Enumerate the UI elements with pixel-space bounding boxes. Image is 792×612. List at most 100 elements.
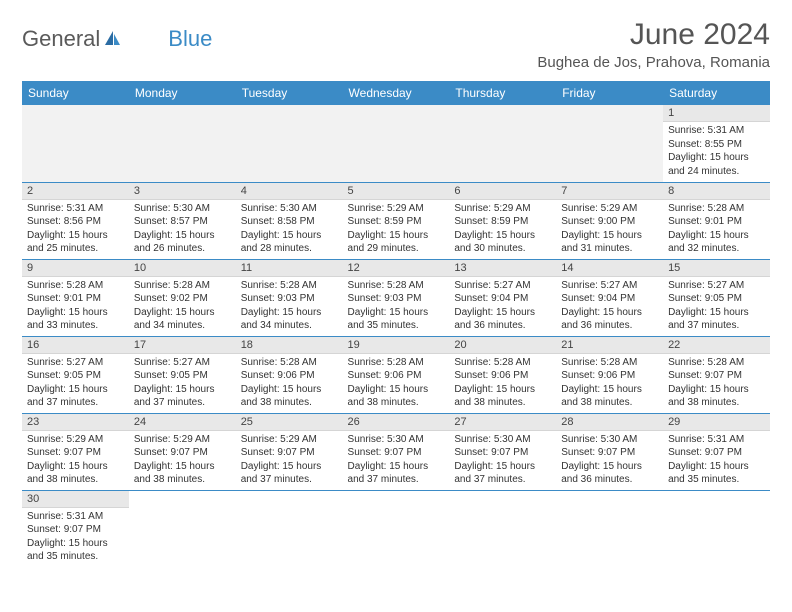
logo-text-1: General (22, 26, 100, 52)
sunset-text: Sunset: 9:07 PM (561, 446, 658, 460)
day-info: Sunrise: 5:30 AMSunset: 9:07 PMDaylight:… (343, 431, 450, 490)
daylight-text-1: Daylight: 15 hours (27, 383, 124, 397)
daylight-text-2: and 37 minutes. (348, 473, 445, 487)
day-info: Sunrise: 5:27 AMSunset: 9:05 PMDaylight:… (129, 354, 236, 413)
daylight-text-1: Daylight: 15 hours (241, 229, 338, 243)
daylight-text-1: Daylight: 15 hours (348, 229, 445, 243)
sunrise-text: Sunrise: 5:31 AM (27, 202, 124, 216)
calendar-day-cell: 14Sunrise: 5:27 AMSunset: 9:04 PMDayligh… (556, 259, 663, 336)
sunset-text: Sunset: 8:59 PM (454, 215, 551, 229)
calendar-day-cell: 1Sunrise: 5:31 AMSunset: 8:55 PMDaylight… (663, 105, 770, 182)
daylight-text-1: Daylight: 15 hours (348, 460, 445, 474)
sunrise-text: Sunrise: 5:27 AM (454, 279, 551, 293)
daylight-text-2: and 36 minutes. (561, 319, 658, 333)
sunset-text: Sunset: 9:07 PM (348, 446, 445, 460)
daylight-text-2: and 35 minutes. (668, 473, 765, 487)
calendar-day-cell: 5Sunrise: 5:29 AMSunset: 8:59 PMDaylight… (343, 182, 450, 259)
calendar-day-cell: 12Sunrise: 5:28 AMSunset: 9:03 PMDayligh… (343, 259, 450, 336)
calendar-week-row: 16Sunrise: 5:27 AMSunset: 9:05 PMDayligh… (22, 336, 770, 413)
day-number: 2 (22, 183, 129, 200)
daylight-text-1: Daylight: 15 hours (241, 306, 338, 320)
day-number: 13 (449, 260, 556, 277)
day-info: Sunrise: 5:31 AMSunset: 8:55 PMDaylight:… (663, 122, 770, 181)
calendar-empty-cell (129, 105, 236, 182)
sunrise-text: Sunrise: 5:29 AM (134, 433, 231, 447)
sunset-text: Sunset: 9:05 PM (27, 369, 124, 383)
calendar-day-cell: 10Sunrise: 5:28 AMSunset: 9:02 PMDayligh… (129, 259, 236, 336)
day-info: Sunrise: 5:29 AMSunset: 8:59 PMDaylight:… (449, 200, 556, 259)
daylight-text-2: and 25 minutes. (27, 242, 124, 256)
calendar-week-row: 23Sunrise: 5:29 AMSunset: 9:07 PMDayligh… (22, 413, 770, 490)
daylight-text-1: Daylight: 15 hours (27, 306, 124, 320)
sunrise-text: Sunrise: 5:28 AM (668, 202, 765, 216)
sunset-text: Sunset: 9:00 PM (561, 215, 658, 229)
sunset-text: Sunset: 9:07 PM (134, 446, 231, 460)
day-number: 6 (449, 183, 556, 200)
day-number: 25 (236, 414, 343, 431)
sunset-text: Sunset: 9:05 PM (668, 292, 765, 306)
sunset-text: Sunset: 9:01 PM (27, 292, 124, 306)
day-info: Sunrise: 5:28 AMSunset: 9:03 PMDaylight:… (343, 277, 450, 336)
calendar-day-cell: 9Sunrise: 5:28 AMSunset: 9:01 PMDaylight… (22, 259, 129, 336)
daylight-text-1: Daylight: 15 hours (134, 306, 231, 320)
calendar-day-cell: 16Sunrise: 5:27 AMSunset: 9:05 PMDayligh… (22, 336, 129, 413)
sunrise-text: Sunrise: 5:27 AM (561, 279, 658, 293)
calendar-day-cell: 7Sunrise: 5:29 AMSunset: 9:00 PMDaylight… (556, 182, 663, 259)
day-info: Sunrise: 5:31 AMSunset: 8:56 PMDaylight:… (22, 200, 129, 259)
day-info: Sunrise: 5:30 AMSunset: 8:58 PMDaylight:… (236, 200, 343, 259)
day-info: Sunrise: 5:28 AMSunset: 9:01 PMDaylight:… (22, 277, 129, 336)
daylight-text-1: Daylight: 15 hours (668, 383, 765, 397)
daylight-text-2: and 38 minutes. (241, 396, 338, 410)
calendar-table: Sunday Monday Tuesday Wednesday Thursday… (22, 81, 770, 567)
daylight-text-2: and 37 minutes. (27, 396, 124, 410)
day-info: Sunrise: 5:29 AMSunset: 9:07 PMDaylight:… (129, 431, 236, 490)
sunrise-text: Sunrise: 5:29 AM (561, 202, 658, 216)
daylight-text-1: Daylight: 15 hours (134, 460, 231, 474)
sunset-text: Sunset: 9:04 PM (454, 292, 551, 306)
calendar-body: 1Sunrise: 5:31 AMSunset: 8:55 PMDaylight… (22, 105, 770, 567)
day-info: Sunrise: 5:28 AMSunset: 9:06 PMDaylight:… (449, 354, 556, 413)
sunrise-text: Sunrise: 5:29 AM (27, 433, 124, 447)
sunset-text: Sunset: 9:07 PM (241, 446, 338, 460)
day-number: 24 (129, 414, 236, 431)
sunset-text: Sunset: 9:03 PM (241, 292, 338, 306)
calendar-empty-cell (236, 105, 343, 182)
sunset-text: Sunset: 9:06 PM (241, 369, 338, 383)
calendar-empty-cell (343, 490, 450, 567)
daylight-text-2: and 31 minutes. (561, 242, 658, 256)
location-text: Bughea de Jos, Prahova, Romania (537, 54, 770, 71)
calendar-empty-cell (236, 490, 343, 567)
calendar-day-cell: 27Sunrise: 5:30 AMSunset: 9:07 PMDayligh… (449, 413, 556, 490)
day-number: 12 (343, 260, 450, 277)
weekday-header: Wednesday (343, 81, 450, 105)
sunrise-text: Sunrise: 5:28 AM (241, 279, 338, 293)
daylight-text-2: and 28 minutes. (241, 242, 338, 256)
logo-text-2: Blue (168, 26, 212, 52)
daylight-text-1: Daylight: 15 hours (27, 537, 124, 551)
daylight-text-1: Daylight: 15 hours (27, 460, 124, 474)
day-info: Sunrise: 5:29 AMSunset: 9:07 PMDaylight:… (236, 431, 343, 490)
logo: General Blue (22, 18, 212, 52)
day-info: Sunrise: 5:28 AMSunset: 9:03 PMDaylight:… (236, 277, 343, 336)
sunrise-text: Sunrise: 5:29 AM (241, 433, 338, 447)
calendar-day-cell: 15Sunrise: 5:27 AMSunset: 9:05 PMDayligh… (663, 259, 770, 336)
day-number: 22 (663, 337, 770, 354)
sunset-text: Sunset: 9:03 PM (348, 292, 445, 306)
sunrise-text: Sunrise: 5:28 AM (241, 356, 338, 370)
logo-sail-icon (102, 29, 122, 49)
daylight-text-2: and 32 minutes. (668, 242, 765, 256)
sunset-text: Sunset: 9:06 PM (561, 369, 658, 383)
day-number: 1 (663, 105, 770, 122)
day-info: Sunrise: 5:28 AMSunset: 9:06 PMDaylight:… (556, 354, 663, 413)
daylight-text-2: and 35 minutes. (348, 319, 445, 333)
sunrise-text: Sunrise: 5:28 AM (27, 279, 124, 293)
day-number: 11 (236, 260, 343, 277)
day-number: 23 (22, 414, 129, 431)
daylight-text-2: and 38 minutes. (668, 396, 765, 410)
sunset-text: Sunset: 9:06 PM (454, 369, 551, 383)
daylight-text-2: and 37 minutes. (241, 473, 338, 487)
calendar-day-cell: 20Sunrise: 5:28 AMSunset: 9:06 PMDayligh… (449, 336, 556, 413)
daylight-text-2: and 26 minutes. (134, 242, 231, 256)
daylight-text-1: Daylight: 15 hours (561, 306, 658, 320)
calendar-day-cell: 23Sunrise: 5:29 AMSunset: 9:07 PMDayligh… (22, 413, 129, 490)
